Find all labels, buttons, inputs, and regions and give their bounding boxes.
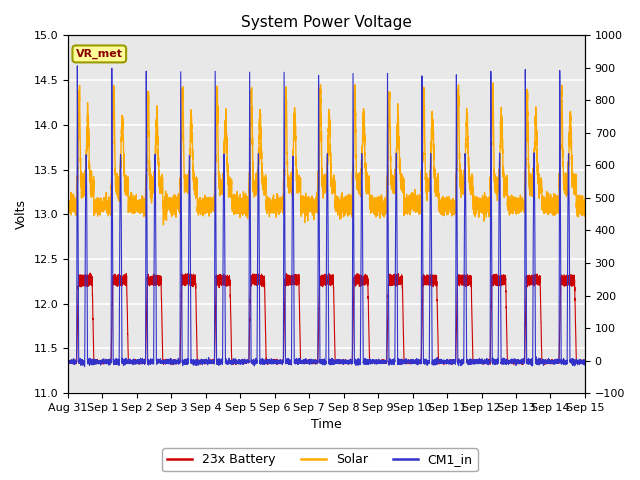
Title: System Power Voltage: System Power Voltage — [241, 15, 412, 30]
Solar — [258, 148, 266, 154]
CM1_in — [579, 360, 587, 365]
23x Battery — [175, 360, 182, 365]
23x Battery — [232, 362, 239, 368]
Solar — [170, 193, 177, 199]
Solar — [471, 197, 479, 203]
Text: VR_met: VR_met — [76, 49, 123, 59]
CM1_in — [74, 63, 81, 69]
Solar — [581, 206, 589, 212]
23x Battery — [579, 358, 587, 363]
Line: CM1_in: CM1_in — [68, 66, 585, 367]
23x Battery — [86, 270, 94, 276]
Y-axis label: Volts: Volts — [15, 199, 28, 229]
CM1_in — [175, 360, 182, 366]
23x Battery — [398, 275, 406, 281]
23x Battery — [258, 284, 266, 289]
Solar — [175, 205, 182, 211]
CM1_in — [398, 359, 406, 365]
X-axis label: Time: Time — [311, 419, 342, 432]
Solar — [579, 206, 587, 212]
CM1_in — [581, 362, 589, 368]
Solar — [489, 80, 497, 86]
CM1_in — [170, 360, 177, 366]
Solar — [159, 222, 167, 228]
23x Battery — [64, 359, 72, 364]
Line: 23x Battery: 23x Battery — [68, 273, 585, 365]
CM1_in — [81, 364, 88, 370]
23x Battery — [170, 360, 177, 366]
23x Battery — [471, 359, 479, 365]
23x Battery — [581, 358, 589, 364]
CM1_in — [471, 359, 479, 364]
Solar — [64, 207, 72, 213]
Solar — [397, 175, 405, 180]
CM1_in — [64, 358, 72, 364]
CM1_in — [258, 357, 266, 363]
Legend: 23x Battery, Solar, CM1_in: 23x Battery, Solar, CM1_in — [163, 448, 477, 471]
Line: Solar: Solar — [68, 83, 585, 225]
